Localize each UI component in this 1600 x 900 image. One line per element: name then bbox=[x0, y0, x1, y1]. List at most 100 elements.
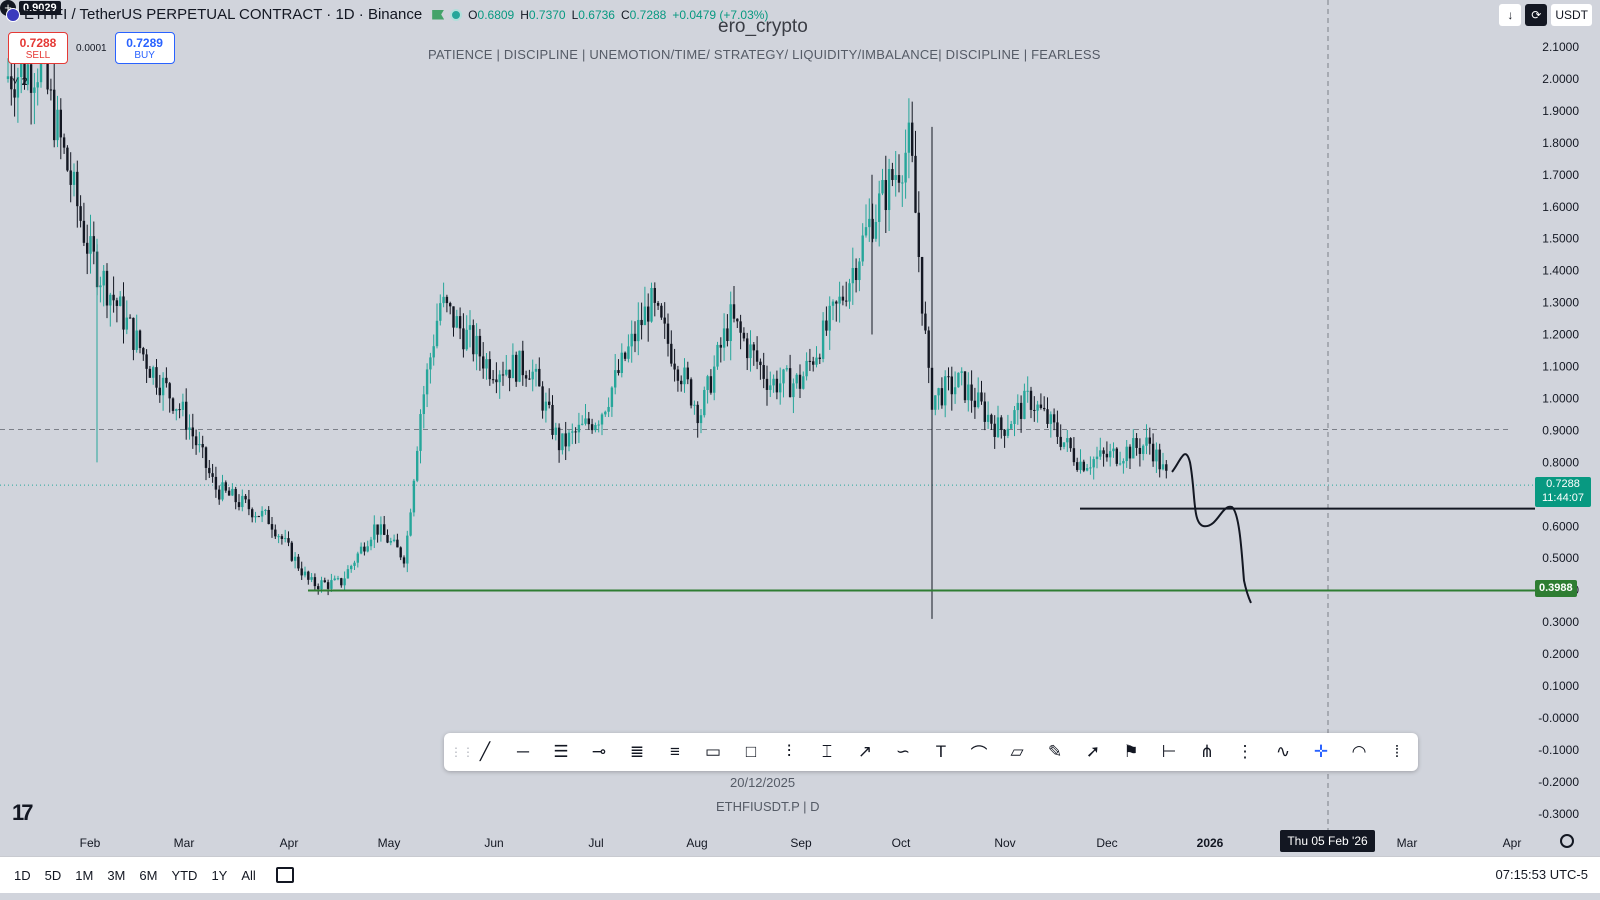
candle-body bbox=[940, 388, 944, 406]
symbol-title[interactable]: ETHFI / TetherUS PERPETUAL CONTRACT · 1D… bbox=[24, 6, 423, 23]
price-chart[interactable]: 2.1000 2.0000 1.9000 1.8000 1.7000 1.6000 1.50… bbox=[0, 0, 1600, 860]
range-button-ytd[interactable]: YTD bbox=[171, 867, 198, 883]
candle-body bbox=[749, 344, 752, 359]
flag-icon[interactable] bbox=[432, 9, 445, 20]
pitchfork-tool-icon[interactable]: ⋔ bbox=[1199, 742, 1215, 761]
clock[interactable]: 07:15:53 UTC-5 bbox=[1495, 867, 1589, 882]
range-button-1y[interactable]: 1Y bbox=[211, 867, 228, 883]
curve-tool-icon[interactable]: ∽ bbox=[895, 742, 911, 761]
time-tick-label: Dec bbox=[1096, 836, 1117, 850]
candle-body bbox=[69, 170, 72, 185]
price-tick-label: 1.9000 bbox=[1542, 104, 1579, 118]
horizontal-ray-tool-icon[interactable]: ⊸ bbox=[591, 742, 607, 761]
range-button-5d[interactable]: 5D bbox=[44, 867, 62, 883]
arrow-marker-tool-icon[interactable]: ↗ bbox=[857, 742, 873, 761]
polyline-tool-icon[interactable]: ∿ bbox=[1275, 742, 1291, 761]
price-tick-label: -0.3000 bbox=[1538, 807, 1579, 821]
candle-body bbox=[194, 436, 198, 446]
long-position-tool-icon[interactable]: ⫶ bbox=[786, 742, 792, 761]
rectangle-tool-icon[interactable]: □ bbox=[745, 742, 757, 761]
drag-handle-icon[interactable]: ⋮⋮ bbox=[450, 745, 474, 759]
candle-body bbox=[620, 352, 623, 374]
candle-body bbox=[373, 524, 376, 540]
candle-body bbox=[726, 328, 729, 342]
candle-body bbox=[1102, 450, 1105, 454]
candle-body bbox=[346, 569, 350, 579]
candle-body bbox=[10, 76, 13, 90]
candle-body bbox=[1076, 462, 1079, 470]
arc-tool-icon[interactable]: ◠ bbox=[1351, 742, 1367, 761]
candle-body bbox=[290, 542, 293, 561]
horizontal-line-tool-icon[interactable]: ─ bbox=[516, 742, 530, 761]
candle-body bbox=[604, 411, 607, 415]
text-tool-icon[interactable]: T bbox=[935, 742, 947, 761]
trend-line-tool-icon[interactable]: ╱ bbox=[479, 742, 491, 761]
parallel-channel-tool-icon[interactable]: ☰ bbox=[553, 742, 569, 761]
candle-body bbox=[894, 175, 897, 180]
candle-body bbox=[23, 61, 26, 85]
candle-body bbox=[587, 418, 590, 425]
candle-body bbox=[1049, 414, 1052, 424]
candle-body bbox=[1128, 446, 1132, 459]
range-button-3m[interactable]: 3M bbox=[107, 867, 126, 883]
crosshair-tool-icon[interactable]: ✛ bbox=[1313, 742, 1329, 761]
candle-body bbox=[627, 346, 630, 359]
candle-body bbox=[1072, 448, 1076, 463]
candle-body bbox=[670, 343, 673, 364]
candle-body bbox=[254, 516, 257, 518]
candle-body bbox=[993, 423, 996, 437]
candle-body bbox=[102, 270, 105, 286]
date-range-tool-icon[interactable]: ⌶ bbox=[821, 742, 833, 761]
candle-body bbox=[689, 379, 693, 406]
settings-gear-icon[interactable] bbox=[1560, 834, 1574, 848]
candle-body bbox=[564, 433, 567, 447]
range-button-all[interactable]: All bbox=[241, 867, 256, 883]
fib-extension-tool-icon[interactable]: ≡ bbox=[670, 742, 680, 761]
price-tick-label: 0.5000 bbox=[1542, 551, 1579, 565]
sync-icon[interactable]: ⟳ bbox=[1525, 4, 1548, 26]
candle-body bbox=[155, 367, 158, 388]
candle-body bbox=[221, 482, 224, 500]
candle-body bbox=[1105, 453, 1109, 458]
candle-body bbox=[402, 557, 406, 564]
range-button-1m[interactable]: 1M bbox=[75, 867, 94, 883]
currency-select[interactable]: USDT bbox=[1551, 4, 1592, 26]
candle-body bbox=[680, 380, 683, 385]
forecast-tool-icon[interactable]: ⋮ bbox=[1236, 742, 1254, 761]
candle-body bbox=[366, 546, 369, 552]
tradingview-logo-icon[interactable]: 17 bbox=[12, 800, 34, 825]
candle-body bbox=[445, 296, 449, 304]
candle-body bbox=[491, 379, 495, 381]
brush-tool-icon[interactable]: ✎ bbox=[1047, 742, 1063, 761]
candle-body bbox=[891, 169, 894, 180]
candle-body bbox=[897, 175, 901, 183]
range-button-6m[interactable]: 6M bbox=[139, 867, 158, 883]
flag-tool-icon[interactable]: ⚑ bbox=[1123, 742, 1139, 761]
comment-tool-icon[interactable]: ▱ bbox=[1010, 742, 1024, 761]
bottom-bar: 1D 5D 1M 3M 6M YTD 1Y All 07:15:53 UTC-5 bbox=[0, 856, 1600, 893]
candle-body bbox=[56, 109, 59, 141]
buy-button[interactable]: 0.7289 BUY bbox=[114, 32, 175, 64]
download-icon[interactable]: ↓ bbox=[1499, 4, 1522, 26]
range-button-1d[interactable]: 1D bbox=[14, 867, 31, 883]
sell-button[interactable]: 0.7288 SELL bbox=[8, 32, 68, 64]
vertical-line-tool-icon[interactable]: ⁞ bbox=[1394, 742, 1400, 761]
indicator-collapse-toggle[interactable]: ˅ 2 bbox=[12, 76, 28, 88]
chart-area[interactable]: 2.1000 2.0000 1.9000 1.8000 1.7000 1.6000 1.50… bbox=[0, 0, 1600, 852]
fib-retracement-tool-icon[interactable]: ≣ bbox=[629, 742, 645, 761]
candle-body bbox=[1151, 443, 1155, 462]
candle-body bbox=[171, 398, 175, 411]
calendar-icon[interactable] bbox=[275, 867, 294, 883]
candle-body bbox=[785, 368, 788, 370]
path-tool-icon[interactable]: ⌒ bbox=[970, 744, 988, 764]
callout-tool-icon[interactable]: ▭ bbox=[704, 742, 722, 761]
candle-body bbox=[792, 383, 795, 398]
candle-body bbox=[72, 171, 76, 185]
arrow-tool-icon[interactable]: ➚ bbox=[1085, 742, 1101, 761]
candle-body bbox=[353, 562, 356, 566]
candle-body bbox=[934, 395, 937, 410]
price-tick-label: -0.0000 bbox=[1538, 711, 1579, 725]
candle-body bbox=[66, 147, 69, 171]
price-range-tool-icon[interactable]: ⊢ bbox=[1161, 742, 1177, 761]
candle-body bbox=[614, 370, 617, 388]
